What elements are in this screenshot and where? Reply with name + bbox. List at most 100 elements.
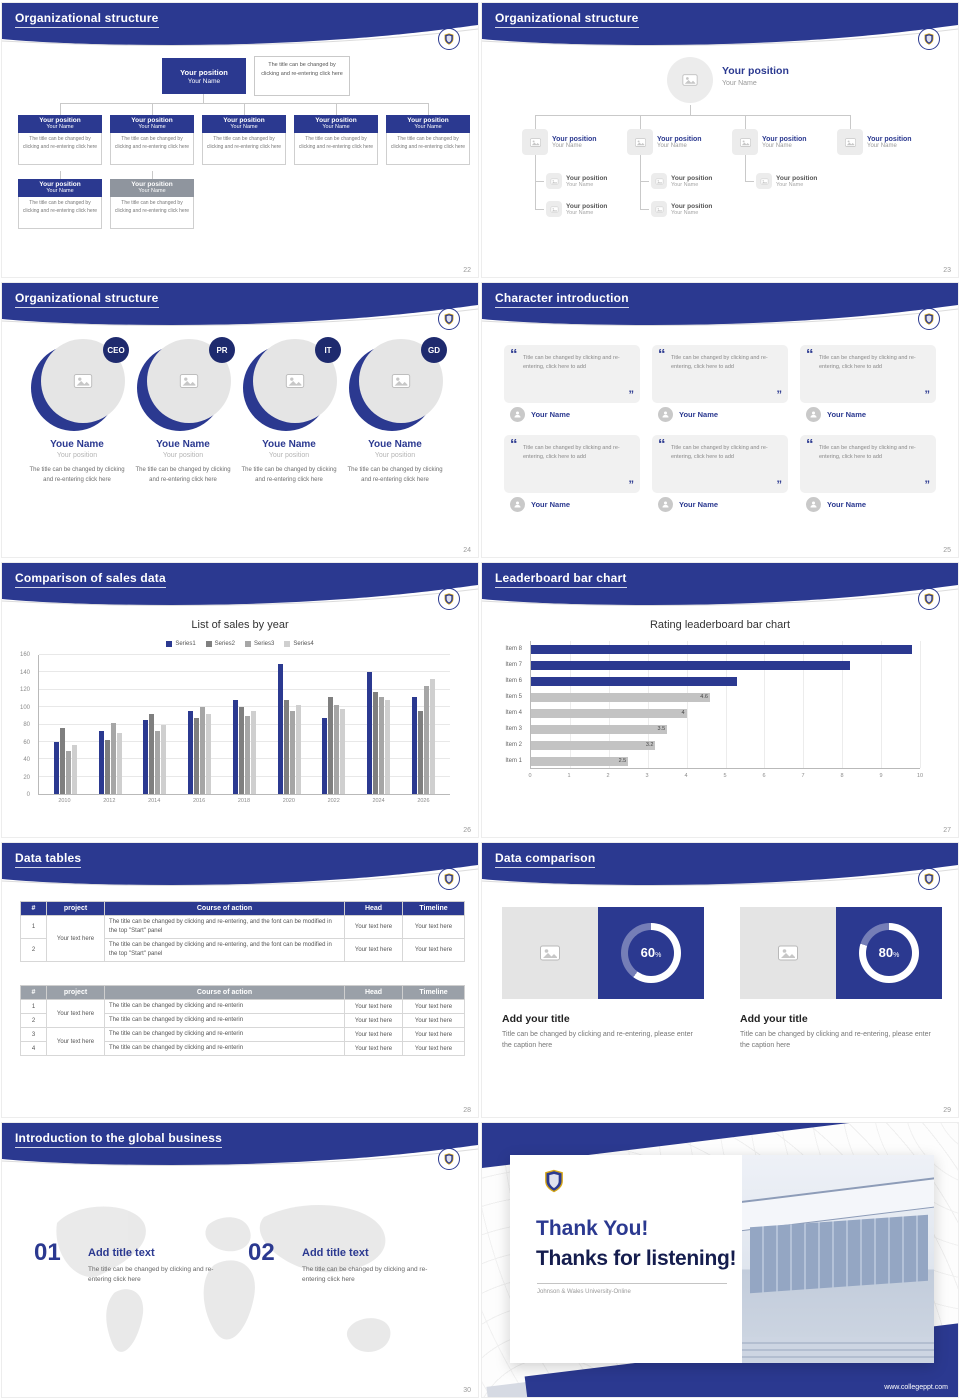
slide-28: Data tables # project Course of action H… xyxy=(2,843,478,1117)
org-sub-node: Your position Your Name xyxy=(546,201,607,217)
legend-item: Series3 xyxy=(245,641,274,647)
node-position: Your position xyxy=(566,174,608,182)
col-header: project xyxy=(46,985,105,1000)
item-caption: The title can be changed by clicking and… xyxy=(302,1266,428,1284)
image-placeholder-icon xyxy=(546,201,562,217)
category-label: Item 6 xyxy=(505,678,522,684)
user-icon xyxy=(806,407,821,422)
org-root-name: Your Name xyxy=(722,80,757,87)
percent-value: 80 xyxy=(878,945,894,960)
slide-24-cell: Organizational structure CEO Youe Name Y… xyxy=(0,280,480,560)
org-box-name: Your Name xyxy=(138,124,166,130)
panel-caption: Title can be changed by clicking and re-… xyxy=(740,1031,931,1049)
bar xyxy=(116,733,122,794)
bar xyxy=(188,711,194,794)
cell-course: The title can be changed by clicking and… xyxy=(104,999,345,1014)
slide-title: Leaderboard bar chart xyxy=(495,571,627,588)
item-title: Add title text xyxy=(302,1247,369,1259)
bar xyxy=(238,707,244,794)
org-box-position: Your position xyxy=(39,117,81,124)
bar-row xyxy=(531,673,920,689)
bar xyxy=(59,727,65,794)
connector-line xyxy=(745,155,746,181)
person-row: Your Name xyxy=(806,407,866,422)
website-url: www.collegeppt.com xyxy=(884,1384,948,1391)
bar: 3.2 xyxy=(531,740,656,750)
y-tick-label: 160 xyxy=(19,652,30,658)
donut-chart-80: 80% xyxy=(859,923,919,983)
org-box: Your position Your Name The title can be … xyxy=(18,115,102,165)
user-icon xyxy=(658,497,673,512)
col-header: # xyxy=(20,901,47,916)
bar-value-label: 4 xyxy=(681,710,685,716)
image-placeholder-icon xyxy=(627,129,653,155)
x-tick-label: 2014 xyxy=(148,798,161,804)
category-label: Item 4 xyxy=(505,710,522,716)
category-label: Item 1 xyxy=(505,758,522,764)
connector-line xyxy=(535,209,544,210)
cell-head: Your text here xyxy=(344,915,403,939)
gridline xyxy=(39,654,450,655)
page-number: 25 xyxy=(943,547,951,554)
page-number: 24 xyxy=(463,547,471,554)
bar xyxy=(200,707,206,794)
org-sub-node: Your position Your Name xyxy=(546,173,607,189)
bar-row: 3.5 xyxy=(531,721,920,737)
y-tick-label: 60 xyxy=(23,739,30,746)
gridline xyxy=(39,671,450,673)
cell-head: Your text here xyxy=(344,1027,403,1042)
bar-value-label: 3.5 xyxy=(657,726,666,732)
col-header: Timeline xyxy=(402,985,465,1000)
node-name: Your Name xyxy=(566,181,594,188)
bar: 2.5 xyxy=(531,756,629,766)
cell-timeline: Your text here xyxy=(402,999,465,1014)
crest-logo-icon xyxy=(918,308,940,330)
user-icon xyxy=(806,497,821,512)
gridline xyxy=(39,758,450,760)
image-placeholder-icon xyxy=(740,907,836,999)
y-tick-label: 40 xyxy=(23,757,30,763)
person-name: Your Name xyxy=(827,500,867,509)
person-name: Your Name xyxy=(827,410,867,419)
slide-29: Data comparison 60% Add your title Title… xyxy=(482,843,958,1117)
x-tick-label: 1 xyxy=(567,773,571,779)
table-row: 4 The title can be changed by clicking a… xyxy=(20,1041,465,1056)
org-box: Your position Your Name The title can be … xyxy=(294,115,378,165)
person-row: Your Name xyxy=(658,497,718,512)
person-row: Your Name xyxy=(806,497,866,512)
slide-title: Organizational structure xyxy=(15,11,159,28)
x-tick-label: 5 xyxy=(723,773,727,779)
person-name: Your Name xyxy=(531,410,571,419)
person-name: Youe Name xyxy=(50,439,104,450)
legend-item: Series4 xyxy=(284,641,314,647)
quote-text: Title can be changed by clicking and re-… xyxy=(523,445,620,461)
bar xyxy=(531,660,850,670)
person-column: GD Youe Name Your position The title can… xyxy=(343,337,447,485)
x-tick-label: 4 xyxy=(684,773,688,779)
node-name: Your Name xyxy=(671,209,699,216)
person-note: The title can be changed by clicking and… xyxy=(135,467,231,484)
open-quote-icon: “ xyxy=(806,346,814,363)
connector-line xyxy=(60,103,61,115)
thanks-card: Thank You! Thanks for listening! Johnson… xyxy=(510,1155,934,1363)
connector-line xyxy=(745,181,754,182)
bar xyxy=(334,705,340,794)
org-box-note: The title can be changed by clicking and… xyxy=(110,133,194,165)
org-sub-node: Your position Your Name xyxy=(651,173,712,189)
item-caption: The title can be changed by clicking and… xyxy=(88,1266,214,1284)
person-position: Your position xyxy=(162,452,204,459)
donut-chart-60: 60% xyxy=(621,923,681,983)
gridline xyxy=(764,641,766,768)
node-name: Your Name xyxy=(552,142,582,149)
table-row: 2 The title can be changed by clicking a… xyxy=(20,1013,465,1028)
connector-line xyxy=(535,155,536,209)
cell-timeline: Your text here xyxy=(402,915,465,939)
org-sub-node: Your position Your Name xyxy=(651,201,712,217)
org-box-note: The title can be changed by clicking and… xyxy=(18,197,102,229)
gridline xyxy=(39,740,450,742)
crest-logo-icon xyxy=(438,28,460,50)
connector-line xyxy=(640,115,641,129)
org-box-note: The title can be changed by clicking and… xyxy=(110,197,194,229)
crest-logo-icon xyxy=(540,1167,568,1195)
x-tick-label: 2022 xyxy=(327,798,340,804)
